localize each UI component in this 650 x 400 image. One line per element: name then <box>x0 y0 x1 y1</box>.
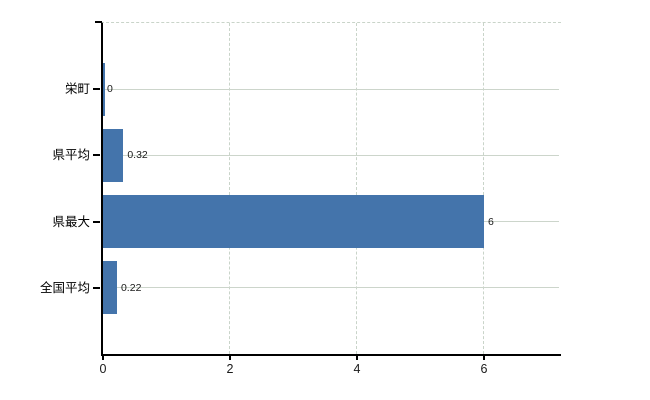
x-tick-label: 2 <box>226 362 234 376</box>
x-axis-tick <box>356 355 358 360</box>
y-axis-tick <box>93 286 100 289</box>
gridline-vertical <box>229 23 230 354</box>
plot-area: 0 0.32 6 0.22 <box>101 22 561 356</box>
category-label: 県平均 <box>52 148 90 163</box>
value-label: 0 <box>107 82 113 95</box>
y-axis-end-tick <box>95 21 102 23</box>
gridline-vertical <box>356 23 357 354</box>
bar <box>103 261 117 315</box>
x-tick-label: 6 <box>480 362 488 376</box>
x-axis-tick <box>483 355 485 360</box>
x-axis-tick <box>229 355 231 360</box>
y-axis-tick <box>93 88 100 91</box>
gridline-horizontal <box>103 154 559 156</box>
y-axis-tick <box>93 154 100 157</box>
x-axis-tick <box>102 355 104 360</box>
category-label: 栄町 <box>64 81 90 96</box>
bar <box>103 62 105 116</box>
category-label: 県最大 <box>52 214 90 229</box>
gridline-horizontal <box>103 287 559 289</box>
category-label: 全国平均 <box>39 280 90 295</box>
value-label: 6 <box>488 215 494 228</box>
x-tick-label: 0 <box>99 362 107 376</box>
bar <box>103 128 124 182</box>
x-tick-label: 4 <box>353 362 361 376</box>
gridline-horizontal <box>103 88 559 90</box>
value-label: 0.22 <box>120 281 142 294</box>
gridline-vertical <box>483 23 484 354</box>
bar <box>103 195 484 249</box>
y-axis-tick <box>93 220 100 223</box>
value-label: 0.32 <box>127 149 148 162</box>
